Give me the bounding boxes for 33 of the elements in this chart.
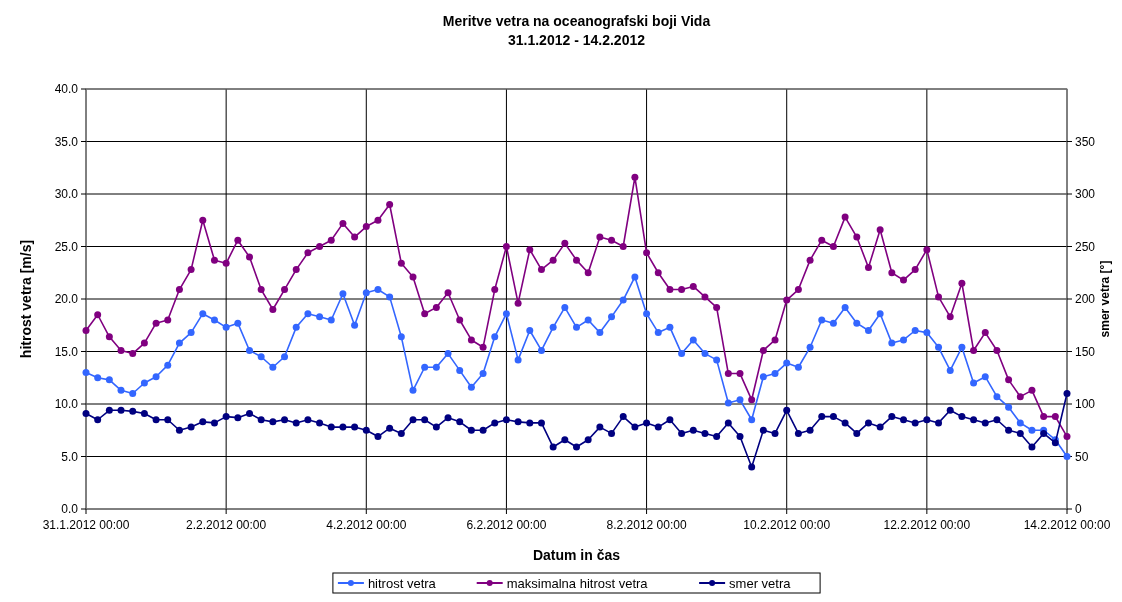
y-tick-label: 35.0	[54, 134, 79, 149]
y-axis-title: hitrost vetra [m/s]	[18, 239, 34, 359]
y-tick-label: 15.0	[54, 344, 79, 359]
x-tick-label: 12.2.2012 00:00	[883, 518, 971, 532]
x-tick-label: 8.2.2012 00:00	[606, 518, 687, 532]
y-tick-label: 0.0	[61, 502, 79, 517]
y2-tick-label: 350	[1075, 134, 1096, 149]
legend-label: maksimalna hitrost vetra	[506, 575, 649, 591]
y2-tick-label: 50	[1075, 449, 1089, 464]
y-tick-label: 25.0	[54, 239, 79, 254]
x-tick-label: 4.2.2012 00:00	[326, 518, 407, 532]
y2-tick-label: 150	[1075, 344, 1096, 359]
y2-tick-label: 250	[1075, 239, 1096, 254]
x-tick-label: 6.2.2012 00:00	[466, 518, 547, 532]
chart-subtitle: 31.1.2012 - 14.2.2012	[507, 32, 646, 48]
x-tick-label: 10.2.2012 00:00	[743, 518, 831, 532]
x-axis-title: Datum in čas	[532, 547, 621, 563]
y-tick-label: 30.0	[54, 187, 79, 202]
y2-tick-label: 200	[1075, 292, 1096, 307]
chart-title: Meritve vetra na oceanografski boji Vida	[442, 13, 711, 29]
legend-label: smer vetra	[729, 575, 792, 591]
x-tick-label: 14.2.2012 00:00	[1023, 518, 1111, 532]
x-tick-label: 31.1.2012 00:00	[42, 518, 130, 532]
legend-label: hitrost vetra	[367, 575, 437, 591]
y2-tick-label: 300	[1075, 187, 1096, 202]
y2-axis-title: smer vetra [°]	[1098, 260, 1112, 338]
y-tick-label: 40.0	[54, 82, 79, 97]
y-tick-label: 20.0	[54, 292, 79, 307]
x-tick-label: 2.2.2012 00:00	[186, 518, 267, 532]
y-tick-label: 5.0	[61, 449, 79, 464]
y2-tick-label: 0	[1075, 502, 1082, 517]
y2-tick-label: 100	[1075, 397, 1096, 412]
y-tick-label: 10.0	[54, 397, 79, 412]
